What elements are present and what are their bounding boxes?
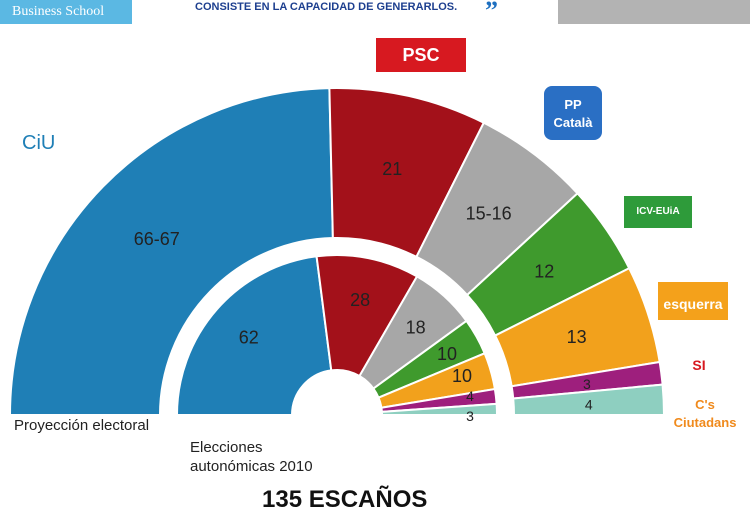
outer-value-label: 4 (585, 396, 593, 412)
inner-slice-0 (175, 255, 333, 416)
inner-value-label: 4 (466, 388, 474, 404)
outer-value-label: 3 (583, 376, 591, 392)
logo-erc: esquerra (658, 282, 728, 320)
inner-ring-label: Elecciones autonómicas 2010 (190, 439, 313, 475)
inner-value-label: 18 (406, 318, 426, 338)
logo-ciu: CiU (22, 132, 56, 154)
outer-ring-label: Proyección electoral (14, 417, 150, 434)
outer-slice-6 (512, 383, 666, 416)
logo-psc: PSC (376, 38, 466, 72)
logo-si: SI (692, 357, 706, 373)
brand-logo: Business School (0, 0, 132, 24)
banner-image (558, 0, 750, 24)
outer-value-label: 66-67 (134, 229, 180, 249)
inner-value-label: 28 (350, 290, 370, 310)
inner-value-label: 10 (452, 366, 472, 386)
quote-mark: ” (485, 0, 498, 25)
outer-value-label: 12 (534, 262, 554, 282)
outer-slice-0 (8, 87, 334, 416)
inner-slice-6 (380, 402, 499, 416)
inner-value-label: 10 (437, 344, 457, 364)
banner-quote: CONSISTE EN LA CAPACIDAD DE GENERARLOS. (195, 1, 458, 13)
top-banner: Business School CONSISTE EN LA CAPACIDAD… (0, 0, 750, 25)
inner-value-label: 62 (239, 327, 259, 347)
logo-pp: PP Català (544, 86, 602, 140)
logo-cs: C's Ciutadans (673, 397, 737, 430)
chart-footer: 135 ESCAÑOS (262, 486, 428, 513)
outer-value-label: 13 (567, 327, 587, 347)
outer-value-label: 15-16 (466, 204, 512, 224)
outer-value-label: 21 (382, 159, 402, 179)
logo-icv: ICV-EUiA (624, 196, 692, 228)
inner-value-label: 3 (466, 408, 474, 424)
